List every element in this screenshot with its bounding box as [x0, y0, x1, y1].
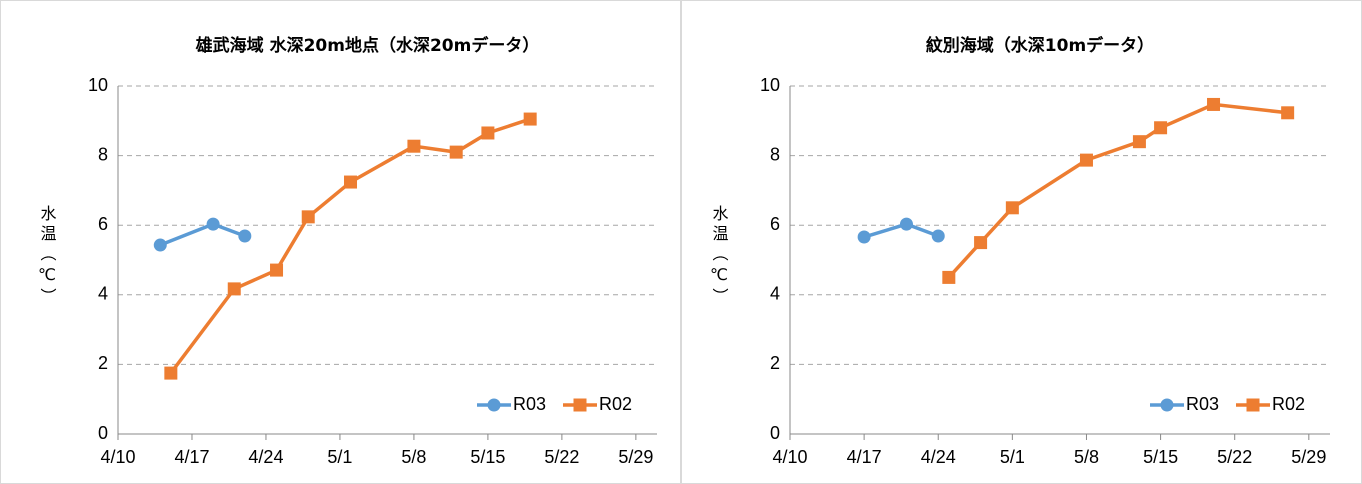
x-tick-label: 4/24	[248, 447, 283, 467]
marker	[344, 175, 358, 189]
marker	[153, 238, 167, 252]
y-tick-label: 8	[98, 144, 108, 164]
x-tick-label: 5/15	[470, 447, 505, 467]
marker	[899, 217, 913, 231]
chart-border	[0, 0, 681, 484]
marker	[270, 263, 284, 277]
y-tick-label: 2	[770, 353, 780, 373]
marker	[227, 282, 241, 296]
legend-label: R02	[599, 394, 632, 414]
legend-marker	[1246, 398, 1260, 412]
x-tick-label: 5/15	[1143, 447, 1178, 467]
marker	[942, 270, 956, 284]
legend-label: R03	[1186, 394, 1219, 414]
y-tick-label: 4	[98, 284, 108, 304]
x-tick-label: 5/1	[1000, 447, 1025, 467]
y-tick-label: 0	[770, 423, 780, 443]
x-tick-label: 5/29	[618, 447, 653, 467]
y-axis-label: 水温（℃）	[709, 205, 728, 308]
x-tick-label: 5/1	[327, 447, 352, 467]
x-tick-label: 4/24	[921, 447, 956, 467]
chart-title: 紋別海域（水深10mデータ）	[926, 35, 1154, 56]
legend-label: R02	[1272, 394, 1305, 414]
marker	[164, 366, 178, 380]
y-tick-label: 6	[770, 214, 780, 234]
y-tick-label: 10	[88, 75, 108, 95]
marker	[931, 229, 945, 243]
marker	[206, 217, 220, 231]
legend-marker	[487, 398, 501, 412]
y-tick-label: 6	[98, 214, 108, 234]
y-tick-label: 0	[98, 423, 108, 443]
x-tick-label: 4/17	[847, 447, 882, 467]
marker	[1005, 201, 1019, 215]
marker	[481, 126, 495, 140]
x-tick-label: 5/8	[1074, 447, 1099, 467]
marker	[1079, 153, 1093, 167]
chart-title: 雄武海域 水深20m地点（水深20mデータ）	[195, 35, 540, 56]
x-tick-label: 5/29	[1291, 447, 1326, 467]
marker	[1132, 135, 1146, 149]
marker	[238, 229, 252, 243]
marker	[1207, 97, 1221, 111]
legend-label: R03	[513, 394, 546, 414]
x-tick-label: 4/10	[100, 447, 135, 467]
x-tick-label: 4/10	[772, 447, 807, 467]
x-tick-label: 5/22	[1217, 447, 1252, 467]
y-tick-label: 8	[770, 144, 780, 164]
chart: 雄武海域 水深20m地点（水深20mデータ） 水温（℃） 0 2 4 6 8 10 4/10 4/…	[0, 0, 681, 484]
legend-marker	[573, 398, 587, 412]
marker	[1281, 106, 1295, 120]
marker	[449, 145, 463, 159]
y-axis-label: 水温（℃）	[37, 205, 56, 308]
x-tick-label: 5/22	[544, 447, 579, 467]
marker	[407, 139, 421, 153]
y-tick-label: 10	[760, 75, 780, 95]
y-tick-label: 2	[98, 353, 108, 373]
chart: 紋別海域（水深10mデータ） 水温（℃） 0 2 4 6 8 10 4/10 4/17 4/24 5/…	[681, 0, 1362, 484]
y-tick-label: 4	[770, 284, 780, 304]
legend-marker	[1160, 398, 1174, 412]
x-tick-label: 5/8	[401, 447, 426, 467]
marker	[974, 236, 988, 250]
x-tick-label: 4/17	[174, 447, 209, 467]
marker	[301, 210, 315, 224]
marker	[523, 112, 537, 126]
marker	[857, 230, 871, 244]
marker	[1154, 121, 1168, 135]
